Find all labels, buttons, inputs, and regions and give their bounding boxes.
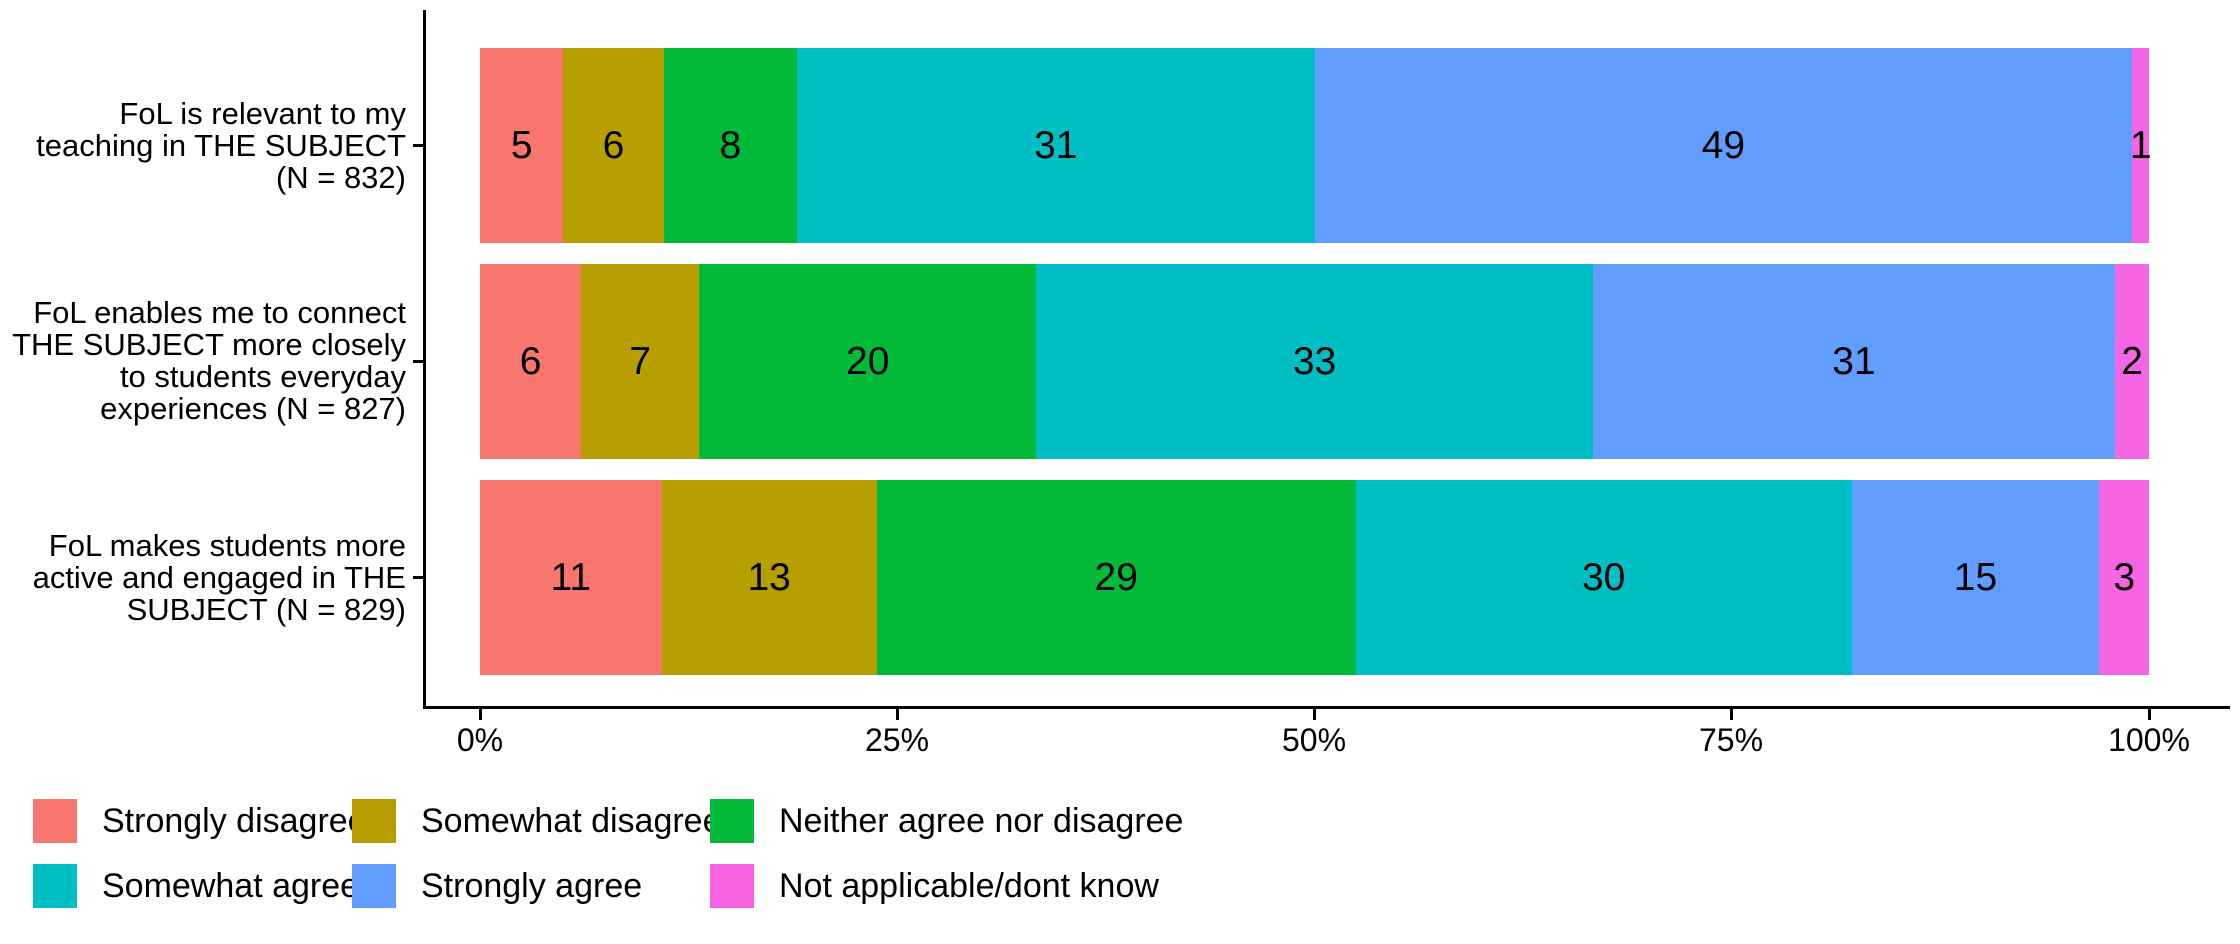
bar-row: 5 6 8 31 49 1	[480, 48, 2152, 243]
bar-segment: 7	[581, 264, 700, 459]
legend-label: Somewhat agree	[102, 866, 360, 905]
legend-item: Somewhat disagree	[352, 799, 722, 843]
bar-row: 11 13 29 30 15 3	[480, 480, 2150, 675]
legend-item: Strongly agree	[352, 864, 642, 908]
legend-label: Strongly disagree	[102, 801, 367, 840]
bar-segment: 2	[2115, 264, 2149, 459]
legend-label: Neither agree nor disagree	[779, 801, 1184, 840]
legend-label: Somewhat disagree	[421, 801, 722, 840]
legend-key-swatch	[710, 864, 754, 908]
bar-row: 6 7 20 33 31 2	[480, 264, 2149, 459]
legend-item: Strongly disagree	[33, 799, 367, 843]
legend-key-swatch	[352, 799, 396, 843]
legend-item: Neither agree nor disagree	[710, 799, 1183, 843]
legend-label: Not applicable/dont know	[779, 866, 1159, 905]
legend-label: Strongly agree	[421, 866, 643, 905]
bar-segment: 30	[1355, 480, 1852, 675]
bar-segment: 6	[480, 264, 582, 459]
bar-segment: 20	[699, 264, 1037, 459]
x-tick-label: 100%	[2108, 722, 2190, 758]
legend-key-swatch	[352, 864, 396, 908]
bar-segment: 3	[2099, 480, 2150, 675]
bar-segment: 29	[876, 480, 1356, 675]
bar-segment: 8	[663, 48, 798, 243]
bar-segment: 33	[1036, 264, 1593, 459]
bar-segment: 15	[1851, 480, 2100, 675]
y-tick-mark	[413, 144, 424, 147]
legend-key-swatch	[33, 864, 77, 908]
y-tick-mark	[413, 576, 424, 579]
bar-segment: 6	[563, 48, 664, 243]
bar-segment: 31	[1592, 264, 2116, 459]
legend-key-swatch	[33, 799, 77, 843]
x-tick-mark	[2148, 709, 2151, 720]
bar-segment: 11	[480, 480, 662, 675]
y-tick-mark	[413, 360, 424, 363]
y-axis-line	[423, 10, 426, 709]
x-tick-mark	[1313, 709, 1316, 720]
category-label: FoL is relevant to my teaching in THE SU…	[36, 96, 406, 195]
x-tick-label: 25%	[864, 722, 930, 758]
legend-key-swatch	[710, 799, 754, 843]
x-tick-mark	[896, 709, 899, 720]
x-axis-line	[423, 706, 2230, 709]
x-tick-label: 0%	[456, 722, 504, 758]
bar-segment: 31	[797, 48, 1315, 243]
category-label: FoL makes students more active and engag…	[32, 528, 406, 627]
legend-item: Somewhat agree	[33, 864, 359, 908]
x-tick-label: 50%	[1281, 722, 1347, 758]
bar-segment: 49	[1314, 48, 2133, 243]
category-label: FoL enables me to connect THE SUBJECT mo…	[12, 295, 406, 426]
legend-item: Not applicable/dont know	[710, 864, 1159, 908]
bar-segment: 1	[2130, 48, 2152, 243]
x-tick-label: 75%	[1698, 722, 1764, 758]
bar-segment: 13	[661, 480, 877, 675]
x-tick-mark	[479, 709, 482, 720]
bar-segment: 5	[480, 48, 564, 243]
x-tick-mark	[1730, 709, 1733, 720]
